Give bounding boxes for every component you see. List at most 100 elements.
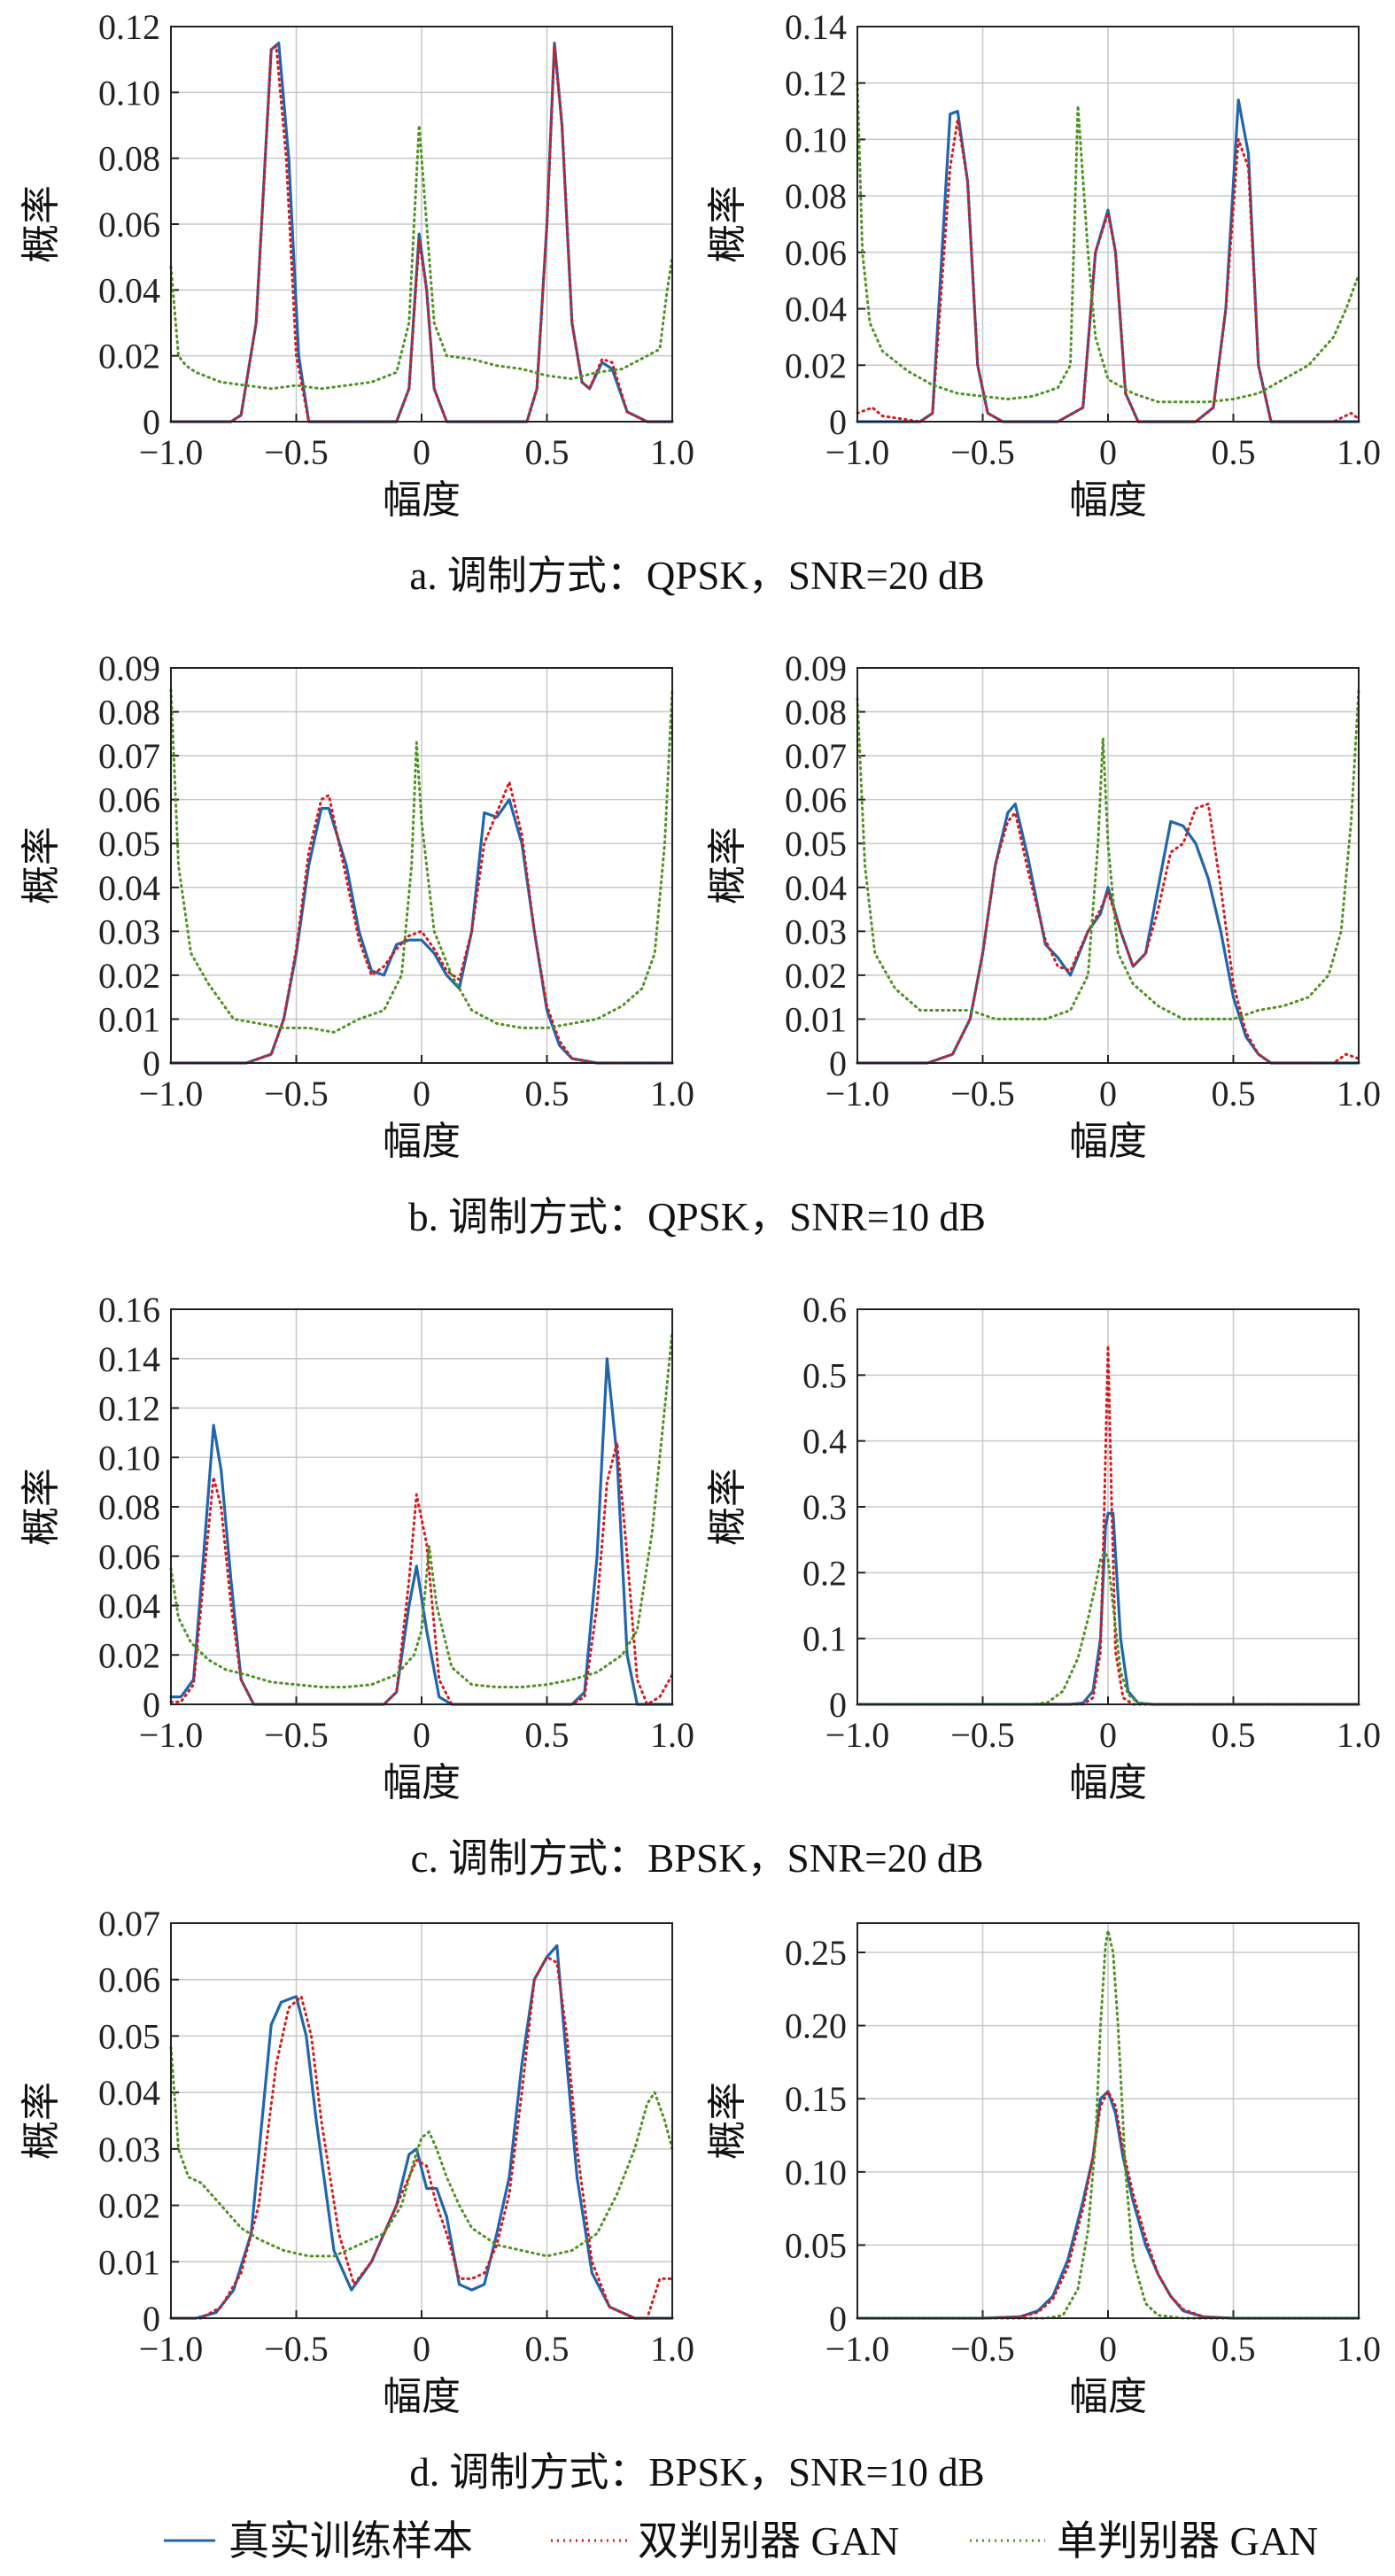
y-tick-label: 0.25 [785,1933,847,1973]
y-tick-label: 0.4 [802,1422,847,1462]
y-tick-label: 0.6 [802,1290,847,1330]
y-tick-label: 0.07 [98,1904,160,1944]
x-tick-label: 1.0 [1337,432,1381,472]
y-tick-label: 0.10 [98,1438,160,1478]
chart-panel-d-right: −1.0 −0.5 0 0.5 1.0 0 0.05 0.10 0.15 0.20 0.25 幅度 概率 [706,1922,1381,2418]
y-tick-label: 0.03 [785,912,847,951]
y-tick-label: 0 [143,1685,160,1725]
y-tick-label: 0.12 [98,7,160,47]
x-tick-label: 1.0 [650,1715,694,1755]
x-axis-label: 幅度 [1069,1761,1147,1804]
x-tick-label: 0 [413,432,430,472]
y-tick-label: 0.14 [785,7,847,47]
x-tick-label: −1.0 [139,2329,204,2369]
y-tick-label: 0.10 [785,120,847,159]
x-tick-label: −0.5 [950,1715,1015,1755]
caption-d: d. 调制方式：BPSK，SNR=10 dB [409,2450,984,2495]
x-tick-label: −1.0 [139,432,204,472]
chart-panel-c-right: −1.0 −0.5 0 0.5 1.0 0 0.1 0.2 0.3 0.4 0.5 0.6 幅度 概率 [706,1290,1381,1804]
x-tick-label: 0 [1099,1074,1117,1113]
series-line-dual-gan [169,780,674,1065]
x-tick-label: −0.5 [950,2329,1015,2369]
y-tick-label: 0.04 [98,2073,160,2113]
x-tick-label: 1.0 [650,2329,694,2369]
plot-frame [856,1922,1360,2319]
legend-label-real: 真实训练样本 [229,2518,473,2564]
x-tick-label: 0.5 [1212,2329,1256,2369]
y-tick-label: 0.12 [785,64,847,104]
x-tick-label: 0 [1099,1715,1117,1755]
y-tick-label: 0.08 [785,693,847,733]
x-tick-label: −0.5 [264,432,329,472]
y-tick-label: 0.12 [98,1389,160,1429]
y-tick-label: 0.10 [785,2153,847,2192]
x-tick-label: −0.5 [950,1074,1015,1113]
y-tick-label: 0.05 [785,2225,847,2265]
series-line-single-gan [169,688,674,1034]
y-tick-label: 0.08 [98,693,160,733]
y-axis-label: 概率 [19,1468,63,1546]
series-line-single-gan [856,1928,1360,2320]
legend-label-single-gan: 单判别器 GAN [1057,2518,1318,2564]
x-axis-label: 幅度 [1069,478,1147,522]
y-axis-label: 概率 [19,185,63,263]
y-tick-label: 0.06 [98,1960,160,2000]
x-tick-label: −1.0 [825,1715,890,1755]
y-tick-label: 0.03 [98,2130,160,2169]
y-tick-label: 0 [829,402,847,442]
x-tick-label: −1.0 [825,432,890,472]
x-tick-label: 1.0 [1337,2329,1381,2369]
y-tick-label: 0.14 [98,1339,160,1379]
y-tick-label: 0.02 [785,345,847,385]
x-axis-label: 幅度 [1069,1120,1147,1163]
y-tick-label: 0.2 [802,1553,847,1593]
y-tick-label: 0.08 [785,176,847,216]
y-tick-label: 0.03 [98,912,160,951]
legend-label-dual-gan: 双判别器 GAN [638,2518,899,2564]
x-tick-label: 1.0 [650,432,694,472]
y-tick-label: 0 [143,402,160,442]
y-axis-label: 概率 [19,2082,63,2160]
y-tick-label: 0.05 [785,824,847,864]
x-tick-label: 0.5 [525,1074,570,1113]
y-axis-label: 概率 [706,1468,749,1546]
series-line-dual-gan [856,118,1360,423]
y-tick-label: 0.02 [98,2186,160,2226]
y-tick-label: 0.04 [98,868,160,908]
y-tick-label: 0.09 [785,648,847,688]
y-tick-label: 0.06 [98,780,160,820]
plot-frame [856,1308,1360,1705]
x-axis-label: 幅度 [383,1120,461,1163]
y-tick-label: 0.1 [802,1619,847,1659]
plot-frame [170,1308,673,1705]
series-line-single-gan [169,124,674,391]
y-tick-label: 0.05 [98,2016,160,2056]
x-tick-label: 0 [1099,432,1117,472]
plot-frame [170,1922,673,2319]
y-tick-label: 0.01 [98,2242,160,2282]
y-tick-label: 0.07 [98,736,160,776]
plot-frame [170,667,673,1064]
x-tick-label: −1.0 [139,1074,204,1113]
series-line-single-gan [856,688,1360,1020]
x-tick-label: 0 [413,1074,430,1113]
series-line-dual-gan [856,2090,1360,2320]
legend: 真实训练样本 双判别器 GAN 单判别器 GAN [164,2518,1318,2564]
y-tick-label: 0.5 [802,1355,847,1395]
x-axis-label: 幅度 [1069,2375,1147,2418]
plot-frame [856,26,1360,423]
y-tick-label: 0.06 [98,1537,160,1577]
caption-c: c. 调制方式：BPSK，SNR=20 dB [411,1836,984,1881]
y-axis-label: 概率 [706,2082,749,2160]
y-tick-label: 0.05 [98,824,160,864]
x-tick-label: 0 [413,2329,430,2369]
y-tick-label: 0 [143,2299,160,2339]
y-tick-label: 0.02 [98,1635,160,1675]
x-tick-label: 0 [413,1715,430,1755]
y-tick-label: 0.04 [785,868,847,908]
caption-a: a. 调制方式：QPSK，SNR=20 dB [409,554,984,598]
chart-panel-c-left: −1.0 −0.5 0 0.5 1.0 0 0.02 0.04 0.06 0.08 0.10 0.12… [19,1290,694,1804]
y-tick-label: 0.06 [785,233,847,273]
x-tick-label: −0.5 [264,1715,329,1755]
